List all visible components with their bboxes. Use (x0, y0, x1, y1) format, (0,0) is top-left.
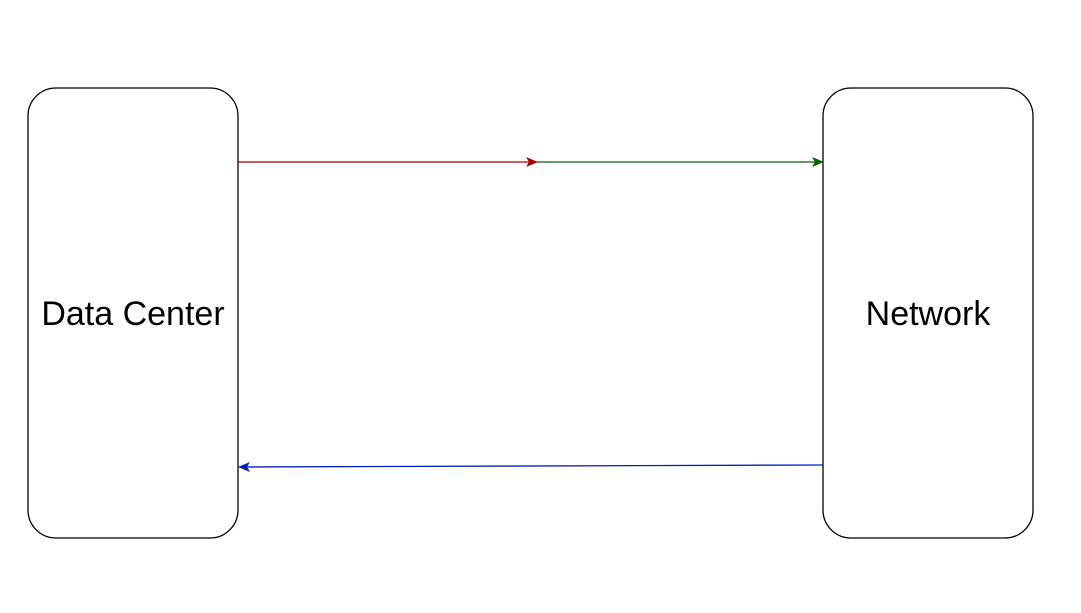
network-node[interactable]: Network (822, 87, 1034, 539)
data-center-label: Data Center (41, 295, 224, 333)
network-label: Network (866, 295, 992, 333)
data-center-node[interactable]: Data Center (27, 87, 239, 539)
edge-network-to-data-center[interactable] (238, 461, 824, 472)
network-box (822, 87, 1034, 539)
data-center-box (27, 87, 239, 539)
